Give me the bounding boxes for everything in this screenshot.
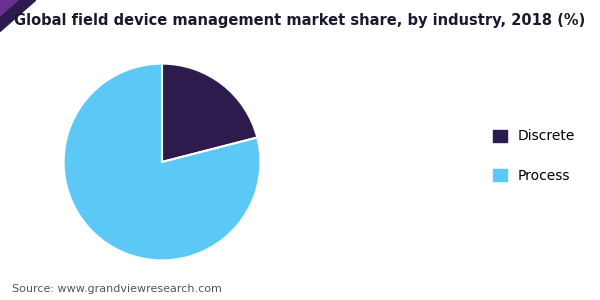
- Polygon shape: [0, 0, 36, 32]
- Legend: Discrete, Process: Discrete, Process: [493, 130, 575, 182]
- Polygon shape: [0, 0, 18, 16]
- Wedge shape: [162, 64, 257, 162]
- Wedge shape: [64, 64, 260, 260]
- Text: Global field device management market share, by industry, 2018 (%): Global field device management market sh…: [14, 14, 586, 28]
- Text: Source: www.grandviewresearch.com: Source: www.grandviewresearch.com: [12, 284, 222, 294]
